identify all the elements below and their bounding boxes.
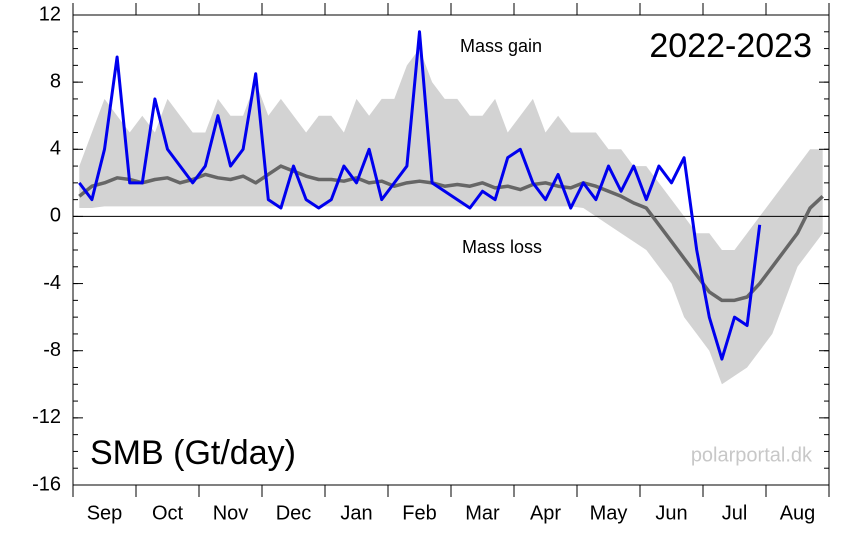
x-tick-label: Aug (780, 502, 816, 524)
x-tick-label: Nov (213, 502, 249, 524)
current-line (78, 30, 762, 361)
plot-area (73, 30, 829, 385)
x-tick-label: Oct (152, 502, 184, 524)
x-tick-label: Jun (655, 502, 687, 524)
range-band (79, 48, 823, 385)
y-tick-label: 4 (50, 138, 61, 160)
x-tick-label: Feb (402, 502, 436, 524)
y-tick-label: 0 (50, 205, 61, 227)
chart-title: 2022-2023 (649, 27, 812, 65)
y-tick-label: 12 (39, 3, 61, 25)
y-tick-label: 8 (50, 70, 61, 92)
x-tick-label: May (590, 502, 628, 524)
x-tick-label: Dec (276, 502, 312, 524)
y-tick-label: -8 (43, 339, 61, 361)
y-tick-label: -16 (32, 473, 61, 495)
y-tick-label: -12 (32, 406, 61, 428)
annotation: Mass loss (462, 237, 542, 257)
y-tick-label: -4 (43, 272, 61, 294)
x-tick-label: Mar (465, 502, 500, 524)
mean-line (78, 164, 824, 303)
x-tick-label: Jan (340, 502, 372, 524)
y-axis-label: SMB (Gt/day) (90, 434, 296, 472)
source: polarportal.dk (691, 444, 813, 466)
annotation: Mass gain (460, 36, 542, 56)
x-tick-label: Sep (87, 502, 123, 524)
x-tick-label: Apr (530, 502, 561, 524)
x-tick-label: Jul (722, 502, 748, 524)
